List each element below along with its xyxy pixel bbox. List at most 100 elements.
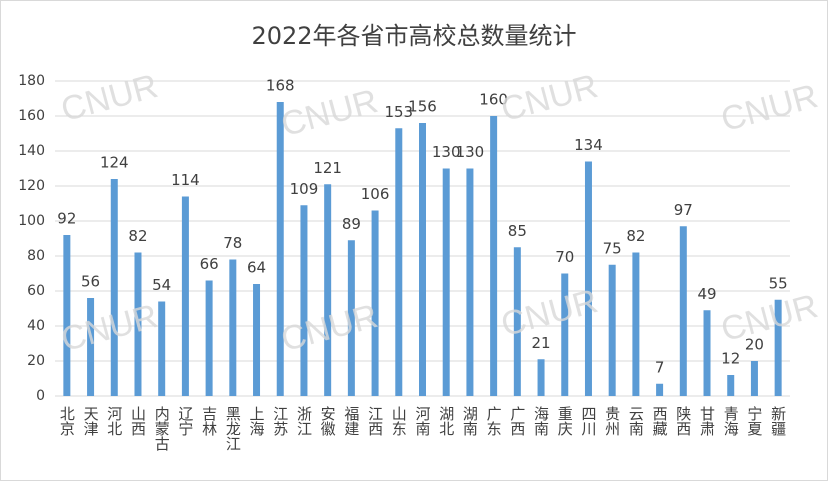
data-label: 124 — [100, 154, 129, 172]
y-tick-label: 140 — [18, 143, 45, 159]
bar — [253, 284, 261, 396]
bar — [608, 264, 616, 396]
data-label: 114 — [171, 171, 200, 189]
y-tick-label: 160 — [18, 108, 45, 124]
x-tick-label: 云南 — [627, 406, 645, 436]
bar — [276, 102, 284, 396]
x-tick-label: 青海 — [722, 406, 740, 436]
data-label: 64 — [247, 259, 266, 277]
x-tick-label: 黑龙江 — [224, 406, 242, 451]
bar — [371, 210, 379, 396]
bar — [110, 179, 118, 396]
x-tick-label: 河北 — [105, 406, 123, 436]
data-label: 56 — [81, 273, 100, 291]
y-tick-label: 60 — [27, 283, 45, 299]
bar — [419, 123, 426, 396]
y-tick-label: 80 — [27, 248, 45, 264]
bar — [205, 280, 213, 396]
data-label: 130 — [456, 143, 485, 161]
x-tick-label: 辽宁 — [176, 406, 194, 436]
data-label: 92 — [57, 210, 76, 228]
data-label: 55 — [769, 274, 788, 292]
x-tick-label: 新疆 — [769, 406, 787, 436]
y-tick-label: 100 — [18, 213, 45, 229]
data-label: 54 — [152, 276, 171, 294]
bar — [679, 226, 687, 396]
x-tick-label: 江苏 — [271, 406, 289, 437]
data-label: 70 — [555, 248, 574, 266]
x-tick-label: 福建 — [342, 406, 360, 436]
y-tick-label: 20 — [27, 353, 45, 369]
data-label: 85 — [508, 222, 527, 240]
x-tick-label: 浙江 — [295, 406, 313, 436]
x-tick-label: 湖南 — [461, 406, 479, 436]
data-label: 66 — [200, 255, 219, 273]
bar — [703, 310, 711, 396]
data-label: 75 — [603, 239, 622, 257]
data-label: 97 — [674, 201, 693, 219]
data-label: 49 — [697, 285, 716, 303]
bar — [158, 301, 166, 396]
x-tick-label: 广西 — [508, 406, 526, 436]
x-tick-label: 宁夏 — [745, 406, 763, 436]
x-tick-label: 天津 — [82, 406, 100, 436]
data-label: 21 — [532, 334, 551, 352]
bar — [490, 116, 498, 396]
bar — [134, 252, 142, 396]
bar — [537, 359, 545, 396]
bar — [561, 273, 569, 396]
bar — [181, 196, 189, 396]
y-tick-label: 120 — [18, 178, 45, 194]
x-tick-label: 内蒙古 — [153, 406, 171, 451]
x-tick-label: 重庆 — [556, 406, 574, 436]
x-tick-label: 四川 — [579, 406, 597, 436]
data-label: 7 — [655, 358, 665, 376]
bar — [466, 168, 474, 396]
bar — [347, 240, 355, 396]
data-label: 121 — [313, 159, 342, 177]
bar — [324, 184, 332, 396]
x-tick-label: 山西 — [129, 406, 147, 436]
bar — [395, 128, 403, 396]
data-label: 160 — [479, 91, 508, 109]
x-tick-label: 贵州 — [603, 406, 621, 436]
y-tick-label: 0 — [36, 388, 45, 404]
x-tick-label: 上海 — [248, 406, 266, 436]
x-tick-label: 河南 — [414, 406, 432, 436]
data-label: 109 — [290, 180, 319, 198]
data-label: 130 — [432, 143, 461, 161]
x-tick-label: 江西 — [366, 406, 384, 436]
data-label: 20 — [745, 336, 764, 354]
x-tick-label: 陕西 — [674, 406, 692, 436]
x-tick-label: 海南 — [532, 406, 550, 436]
bar — [300, 205, 308, 396]
bar — [229, 259, 237, 396]
x-tick-label: 湖北 — [437, 406, 455, 436]
data-label: 168 — [266, 77, 295, 95]
data-label: 12 — [721, 350, 740, 368]
bar — [750, 361, 758, 396]
bar — [442, 168, 450, 396]
data-label: 82 — [626, 227, 645, 245]
data-label: 106 — [361, 185, 390, 203]
data-label: 82 — [128, 227, 147, 245]
x-tick-label: 北京 — [58, 406, 76, 437]
x-tick-label: 西藏 — [651, 406, 669, 437]
bar — [774, 299, 782, 396]
data-label: 89 — [342, 215, 361, 233]
bar — [63, 235, 71, 396]
x-tick-label: 甘肃 — [698, 406, 716, 436]
data-label: 153 — [384, 103, 413, 121]
x-tick-label: 广东 — [485, 406, 503, 436]
bar — [656, 383, 664, 396]
data-label: 156 — [408, 98, 437, 116]
x-tick-label: 山东 — [390, 406, 408, 436]
x-tick-label: 安徽 — [319, 406, 337, 436]
chart-title: 2022年各省市高校总数量统计 — [251, 22, 576, 50]
bar — [584, 161, 592, 396]
data-label: 78 — [223, 234, 242, 252]
data-label: 134 — [574, 136, 603, 154]
bar — [727, 375, 735, 396]
x-tick-label: 吉林 — [200, 406, 218, 436]
